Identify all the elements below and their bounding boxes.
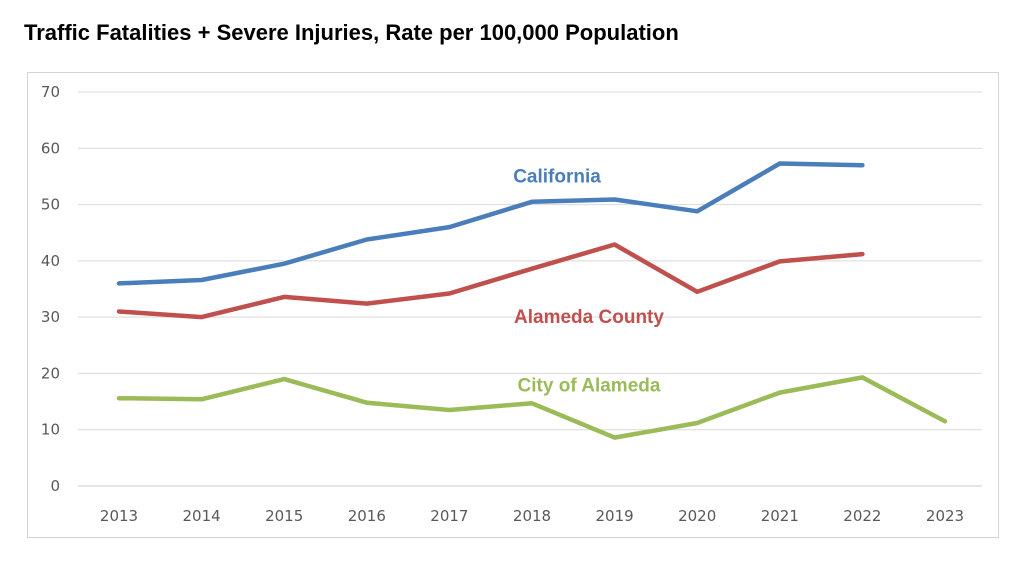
y-tick-label: 0: [50, 477, 60, 495]
x-tick-label: 2022: [843, 507, 881, 525]
chart-frame: [27, 72, 999, 538]
y-tick-label: 10: [41, 421, 60, 439]
y-tick-label: 50: [41, 196, 60, 214]
series-label-california: California: [513, 166, 601, 187]
chart-title: Traffic Fatalities + Severe Injuries, Ra…: [24, 20, 679, 45]
y-axis-ticks: 0 10 20 30 40 50 60 70: [41, 83, 60, 495]
x-tick-label: 2021: [761, 507, 799, 525]
series-lines: [116, 161, 948, 440]
x-tick-label: 2020: [678, 507, 716, 525]
x-tick-label: 2017: [430, 507, 468, 525]
series-label-city-of-alameda: City of Alameda: [518, 376, 661, 397]
x-tick-label: 2013: [100, 507, 138, 525]
gridlines: [78, 91, 982, 487]
y-tick-label: 30: [41, 308, 60, 326]
y-tick-label: 70: [41, 83, 60, 101]
x-tick-label: 2023: [926, 507, 964, 525]
series-line-california: [116, 161, 865, 286]
x-tick-label: 2016: [348, 507, 386, 525]
y-tick-label: 40: [41, 252, 60, 270]
series-labels: California Alameda County City of Alameda: [513, 166, 664, 396]
x-tick-label: 2014: [183, 507, 221, 525]
x-tick-label: 2019: [596, 507, 634, 525]
x-tick-label: 2018: [513, 507, 551, 525]
x-axis-ticks: 2013 2014 2015 2016 2017 2018 2019 2020 2021 2022…: [100, 507, 964, 525]
y-tick-label: 60: [41, 139, 60, 157]
y-tick-label: 20: [41, 364, 60, 382]
series-label-alameda-county: Alameda County: [514, 307, 664, 328]
series-line-city-of-alameda: [116, 375, 948, 440]
series-line-alameda-county: [116, 242, 865, 320]
x-tick-label: 2015: [265, 507, 303, 525]
